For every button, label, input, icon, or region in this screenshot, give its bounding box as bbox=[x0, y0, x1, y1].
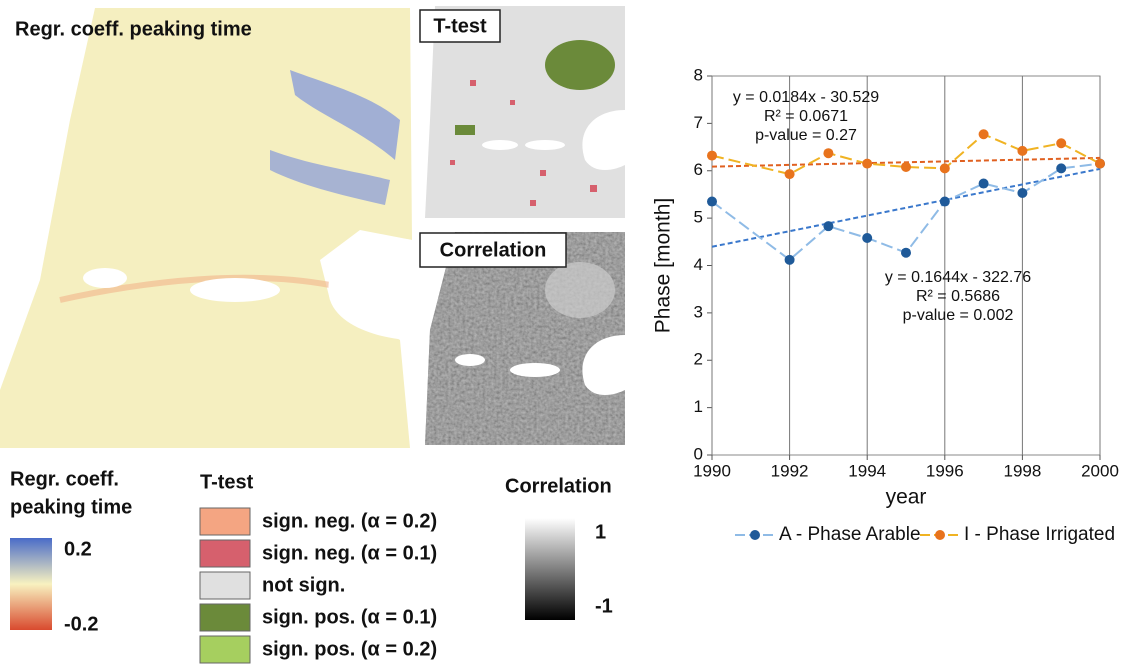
y-tick-label: 4 bbox=[694, 255, 703, 274]
data-point bbox=[901, 161, 911, 172]
legend-title: Regr. coeff. bbox=[10, 468, 119, 490]
correlation-map: Correlation bbox=[419, 232, 625, 445]
data-point bbox=[939, 196, 950, 207]
data-point bbox=[1017, 145, 1028, 156]
scale-label: -0.2 bbox=[64, 613, 98, 635]
annotation: R² = 0.5686 bbox=[916, 288, 1000, 305]
line-chart: 0 1 2 3 4 5 6 7 8 1990 1992 1994 1996 1998 2000 year Pha… bbox=[652, 65, 1119, 545]
data-point bbox=[862, 158, 873, 169]
data-point bbox=[707, 150, 717, 161]
annotation: p-value = 0.27 bbox=[755, 127, 857, 144]
map-title: Correlation bbox=[440, 239, 547, 261]
regression-map: Regr. coeff. peaking time bbox=[0, 8, 412, 448]
data-point bbox=[901, 247, 911, 258]
x-tick-label: 1996 bbox=[926, 461, 964, 480]
data-point bbox=[978, 178, 989, 189]
legend-label: sign. pos. (α = 0.2) bbox=[262, 638, 437, 660]
regression-legend: Regr. coeff. peaking time 0.2 -0.2 bbox=[10, 468, 132, 635]
map-title: T-test bbox=[433, 15, 487, 37]
legend-marker bbox=[750, 530, 760, 540]
x-axis-label: year bbox=[886, 486, 927, 509]
data-point bbox=[707, 196, 717, 207]
y-tick-label: 5 bbox=[694, 208, 703, 227]
y-tick-label: 1 bbox=[694, 397, 703, 416]
x-tick-label: 1990 bbox=[693, 461, 731, 480]
legend-swatch bbox=[199, 603, 251, 632]
y-axis-label: Phase [month] bbox=[652, 198, 675, 333]
data-point bbox=[1056, 138, 1067, 149]
annotation: y = 0.0184x - 30.529 bbox=[733, 89, 879, 106]
legend-label: sign. neg. (α = 0.2) bbox=[262, 510, 437, 532]
data-point bbox=[978, 129, 989, 140]
legend-swatch bbox=[199, 571, 251, 600]
data-point bbox=[784, 169, 795, 180]
legend-title: Correlation bbox=[505, 475, 612, 497]
legend-marker bbox=[935, 530, 945, 540]
scale-label: 1 bbox=[595, 521, 606, 543]
series-line bbox=[711, 133, 1101, 176]
correlation-legend: Correlation 1 -1 bbox=[505, 475, 613, 620]
y-tick-label: 7 bbox=[694, 113, 703, 132]
legend-swatch bbox=[199, 539, 251, 568]
x-tick-label: 1994 bbox=[848, 461, 886, 480]
y-tick-label: 2 bbox=[694, 350, 703, 369]
data-point bbox=[784, 254, 795, 265]
legend-label: A - Phase Arable bbox=[779, 524, 921, 545]
x-tick-label: 1992 bbox=[771, 461, 809, 480]
y-tick-label: 3 bbox=[694, 302, 703, 321]
color-scale bbox=[10, 538, 52, 630]
legend-label: sign. neg. (α = 0.1) bbox=[262, 542, 437, 564]
color-scale bbox=[525, 518, 575, 620]
map-title: Regr. coeff. peaking time bbox=[15, 18, 252, 40]
data-point bbox=[1017, 188, 1028, 199]
y-tick-label: 8 bbox=[694, 65, 703, 84]
data-point bbox=[823, 148, 834, 159]
data-point bbox=[862, 233, 873, 244]
legend-label: I - Phase Irrigated bbox=[964, 524, 1115, 545]
data-point bbox=[1056, 163, 1067, 174]
ttest-map: T-test bbox=[419, 6, 625, 218]
x-tick-label: 2000 bbox=[1081, 461, 1119, 480]
legend-title: peaking time bbox=[10, 496, 132, 518]
scale-label: -1 bbox=[595, 595, 613, 617]
legend-swatch bbox=[199, 507, 251, 536]
legend-swatch bbox=[199, 635, 251, 664]
y-tick-label: 6 bbox=[694, 160, 703, 179]
data-point bbox=[1095, 158, 1105, 169]
annotation: R² = 0.0671 bbox=[764, 108, 848, 125]
x-tick-label: 1998 bbox=[1003, 461, 1041, 480]
annotation: p-value = 0.002 bbox=[903, 307, 1014, 324]
data-point bbox=[939, 163, 950, 174]
ttest-legend: T-test sign. neg. (α = 0.2) sign. neg. (α… bbox=[199, 471, 437, 664]
legend-label: not sign. bbox=[262, 574, 345, 596]
legend-title: T-test bbox=[200, 471, 254, 493]
y-tick-label: 0 bbox=[694, 444, 703, 463]
trend-line bbox=[711, 167, 1101, 248]
scale-label: 0.2 bbox=[64, 538, 92, 560]
annotation: y = 0.1644x - 322.76 bbox=[885, 269, 1031, 286]
legend-label: sign. pos. (α = 0.1) bbox=[262, 606, 437, 628]
data-point bbox=[823, 221, 834, 232]
series-line bbox=[711, 162, 1101, 262]
